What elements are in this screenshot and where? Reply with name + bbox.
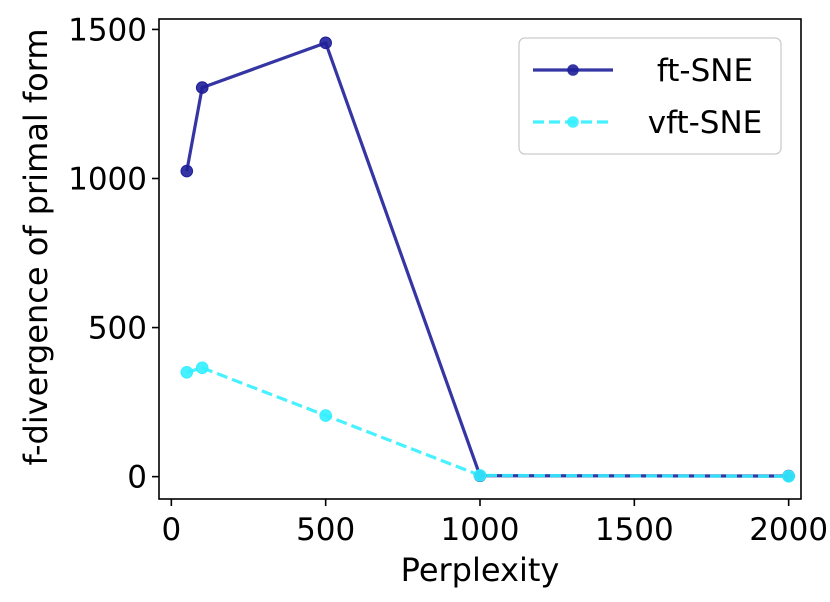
legend-marker-ft-sne xyxy=(567,64,579,76)
data-point-ft-sne xyxy=(180,164,194,178)
x-axis-title: Perplexity xyxy=(401,551,560,589)
y-tick-label: 500 xyxy=(88,311,147,347)
axis-ticks: 0 500 1000 1500 2000 0 500 1000 1500 xyxy=(68,12,828,548)
x-tick-label: 1500 xyxy=(595,512,674,548)
data-point-vft-sne xyxy=(180,365,194,379)
series-markers xyxy=(180,36,795,483)
legend-box xyxy=(518,37,782,155)
legend-marker-vft-sne xyxy=(567,116,579,128)
y-tick-label: 1000 xyxy=(68,162,147,198)
x-tick-label: 2000 xyxy=(749,512,828,548)
y-axis-title: f-divergence of primal form xyxy=(17,28,55,465)
data-point-vft-sne xyxy=(782,470,795,483)
data-point-vft-sne xyxy=(195,361,209,375)
legend-label-ft-sne: ft-SNE xyxy=(657,53,753,89)
data-point-ft-sne xyxy=(319,36,332,50)
series-line-vft-sne xyxy=(186,366,789,478)
x-tick-label: 500 xyxy=(296,512,355,548)
legend-label-vft-sne: vft-SNE xyxy=(648,105,763,141)
y-tick-label: 1500 xyxy=(68,12,147,48)
data-point-ft-sne xyxy=(195,81,209,94)
data-point-vft-sne xyxy=(473,469,487,482)
x-tick-label: 0 xyxy=(161,512,181,548)
legend: ft-SNE vft-SNE xyxy=(518,37,782,155)
data-point-vft-sne xyxy=(319,409,332,422)
x-tick-label: 1000 xyxy=(441,512,520,548)
y-tick-label: 0 xyxy=(127,460,147,496)
